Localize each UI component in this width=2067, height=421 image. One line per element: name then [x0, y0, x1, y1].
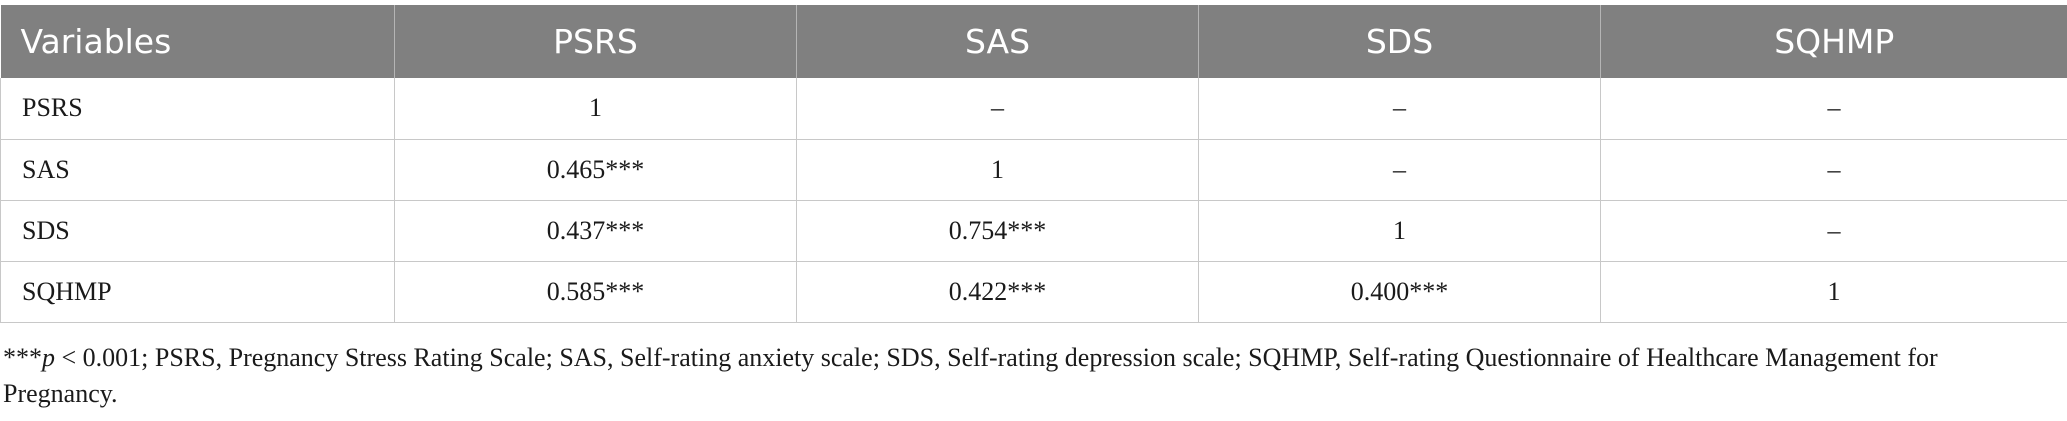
row-label: SDS — [0, 200, 395, 262]
row-label: PSRS — [0, 78, 395, 140]
header-sqhmp: SQHMP — [1774, 22, 1895, 61]
table-row: SAS 0.465*** 1 – – — [0, 139, 2067, 201]
header-psrs: PSRS — [394, 5, 797, 78]
table-cell: 1 — [1198, 200, 1601, 262]
table-row: PSRS 1 – – – — [0, 78, 2067, 140]
table-cell: 1 — [1600, 261, 2067, 323]
table-cell: 0.754*** — [796, 200, 1199, 262]
table-cell: – — [1600, 78, 2067, 140]
footnote-text: < 0.001; PSRS, Pregnancy Stress Rating S… — [3, 343, 1938, 408]
table-header-row: Variables PSRS SAS SDS SQHMP — [0, 5, 2067, 78]
table-cell: 0.465*** — [394, 139, 797, 201]
table-row: SQHMP 0.585*** 0.422*** 0.400*** 1 — [0, 261, 2067, 323]
table-cell: – — [1600, 139, 2067, 201]
header-sas: SAS — [796, 5, 1199, 78]
table-cell: 0.437*** — [394, 200, 797, 262]
table-cell: – — [796, 78, 1199, 140]
header-variables: Variables — [0, 5, 395, 78]
table-cell: – — [1600, 200, 2067, 262]
table-cell: 1 — [394, 78, 797, 140]
table-cell: 0.400*** — [1198, 261, 1601, 323]
table-cell: – — [1198, 78, 1601, 140]
row-label: SQHMP — [0, 261, 395, 323]
table-row: SDS 0.437*** 0.754*** 1 – — [0, 200, 2067, 262]
table-footnote: ***p < 0.001; PSRS, Pregnancy Stress Rat… — [3, 340, 2053, 412]
table-cell: 1 — [796, 139, 1199, 201]
correlation-table-container: Variables PSRS SAS SDS SQHMP PSRS 1 – – … — [0, 5, 2067, 323]
table-cell: – — [1198, 139, 1601, 201]
correlation-table: Variables PSRS SAS SDS SQHMP PSRS 1 – – … — [0, 5, 2067, 323]
table-cell: 0.585*** — [394, 261, 797, 323]
footnote-stars: *** — [3, 343, 42, 372]
row-label: SAS — [0, 139, 395, 201]
table-cell: 0.422*** — [796, 261, 1199, 323]
header-sds: SDS — [1198, 5, 1601, 78]
footnote-p-symbol: p — [42, 343, 55, 372]
